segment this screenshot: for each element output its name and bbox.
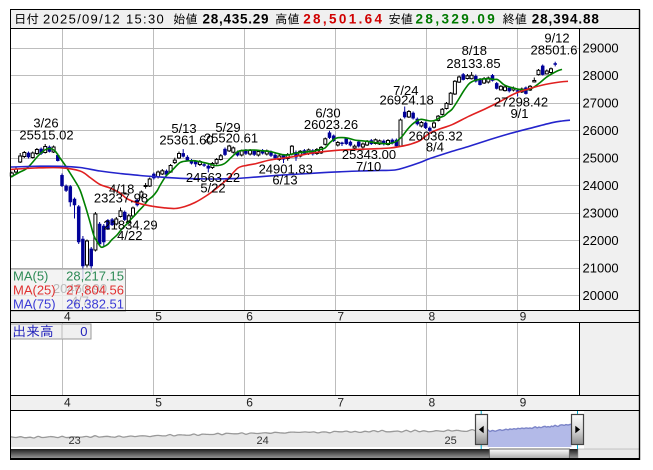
svg-text:28,394.88: 28,394.88 (532, 12, 600, 27)
svg-text:5: 5 (155, 310, 162, 324)
svg-text:28133.85: 28133.85 (446, 56, 500, 71)
svg-text:3/26: 3/26 (33, 116, 58, 131)
svg-text:24000: 24000 (583, 178, 619, 193)
svg-text:6: 6 (246, 310, 253, 324)
svg-text:9/1: 9/1 (510, 106, 528, 121)
svg-text:4: 4 (64, 310, 71, 324)
svg-text:8/4: 8/4 (426, 140, 444, 155)
svg-text:26023.26: 26023.26 (304, 117, 358, 132)
svg-text:25515.02: 25515.02 (19, 128, 73, 143)
svg-text:9: 9 (520, 310, 527, 324)
svg-text:27000: 27000 (583, 96, 619, 111)
svg-text:5/13: 5/13 (171, 121, 196, 136)
svg-text:4/18: 4/18 (109, 182, 134, 197)
svg-text:5/22: 5/22 (200, 180, 225, 195)
svg-text:7: 7 (337, 396, 344, 410)
svg-text:8: 8 (429, 396, 436, 410)
svg-text:7: 7 (337, 310, 344, 324)
svg-text:25520.61: 25520.61 (204, 131, 258, 146)
svg-text:23: 23 (69, 435, 81, 447)
svg-text:28,435.29: 28,435.29 (203, 12, 270, 27)
svg-text:0: 0 (80, 324, 87, 339)
svg-text:6/13: 6/13 (272, 173, 297, 188)
svg-text:25: 25 (445, 435, 457, 447)
svg-text:MA(5): MA(5) (13, 269, 48, 284)
svg-text:6: 6 (246, 396, 253, 410)
svg-text:20000: 20000 (583, 288, 619, 303)
svg-text:5/29: 5/29 (215, 120, 240, 135)
svg-text:28,501.64: 28,501.64 (303, 12, 384, 27)
svg-text:4: 4 (64, 396, 71, 410)
svg-text:28501.6: 28501.6 (531, 43, 578, 58)
svg-text:9: 9 (520, 396, 527, 410)
svg-text:26924.18: 26924.18 (379, 93, 433, 108)
svg-text:9/12: 9/12 (544, 31, 569, 46)
svg-text:26,382.51: 26,382.51 (66, 297, 124, 312)
svg-text:7/10: 7/10 (356, 159, 381, 174)
svg-text:21834.29: 21834.29 (103, 218, 157, 233)
svg-text:8: 8 (429, 310, 436, 324)
svg-text:26000: 26000 (583, 123, 619, 138)
svg-text:23000: 23000 (583, 206, 619, 221)
svg-text:24563.22: 24563.22 (186, 170, 240, 185)
svg-text:22000: 22000 (583, 233, 619, 248)
svg-text:7/24: 7/24 (393, 83, 418, 98)
svg-text:2025/09/12 15:30: 2025/09/12 15:30 (43, 12, 165, 27)
svg-text:25343.00: 25343.00 (342, 147, 396, 162)
svg-text:28,329.09: 28,329.09 (416, 12, 498, 27)
svg-text:6/30: 6/30 (315, 106, 340, 121)
svg-text:24: 24 (257, 435, 269, 447)
svg-text:26036.32: 26036.32 (408, 129, 462, 144)
svg-text:29000: 29000 (583, 41, 619, 56)
svg-text:23237.98: 23237.98 (94, 191, 148, 206)
svg-text:25000: 25000 (583, 151, 619, 166)
svg-text:4/22: 4/22 (117, 228, 142, 243)
svg-text:21000: 21000 (583, 261, 619, 276)
svg-text:5: 5 (155, 396, 162, 410)
svg-text:28,217.15: 28,217.15 (66, 269, 124, 284)
svg-text:25361.60: 25361.60 (159, 133, 213, 148)
svg-text:24901.83: 24901.83 (259, 162, 313, 177)
svg-text:MA(25): MA(25) (13, 283, 56, 298)
svg-text:27298.42: 27298.42 (494, 95, 548, 110)
svg-text:8/18: 8/18 (462, 43, 487, 58)
svg-text:27,804.56: 27,804.56 (66, 283, 124, 298)
svg-text:MA(75): MA(75) (13, 297, 56, 312)
svg-text:28000: 28000 (583, 68, 619, 83)
